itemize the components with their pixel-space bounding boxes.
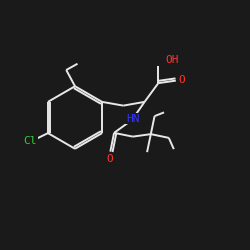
Text: O: O — [106, 154, 113, 164]
Text: O: O — [178, 75, 185, 85]
Text: OH: OH — [166, 55, 179, 65]
Text: Cl: Cl — [24, 136, 37, 145]
Text: HN: HN — [126, 114, 139, 124]
